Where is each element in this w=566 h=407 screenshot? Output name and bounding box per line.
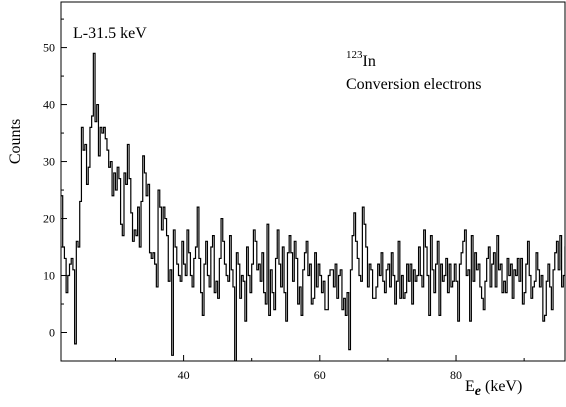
- x-axis-label: Ee (keV): [465, 378, 522, 399]
- y-tick-label: 10: [43, 269, 55, 283]
- x-tick-label: 80: [450, 368, 462, 382]
- y-tick-label: 30: [43, 155, 55, 169]
- annotation-peak-label: L-31.5 keV: [73, 25, 147, 42]
- series-line-0: [61, 52, 565, 361]
- x-tick-label: 60: [314, 368, 326, 382]
- annotation-isotope: 123In: [346, 49, 376, 70]
- y-tick-label: 40: [43, 98, 55, 112]
- y-axis-label: Counts: [7, 119, 24, 164]
- y-tick-label: 0: [49, 326, 55, 340]
- x-tick-label: 40: [178, 368, 190, 382]
- plot-frame: [60, 1, 566, 362]
- y-tick-label: 20: [43, 212, 55, 226]
- annotation-description: Conversion electrons: [346, 76, 482, 93]
- y-tick-label: 50: [43, 41, 55, 55]
